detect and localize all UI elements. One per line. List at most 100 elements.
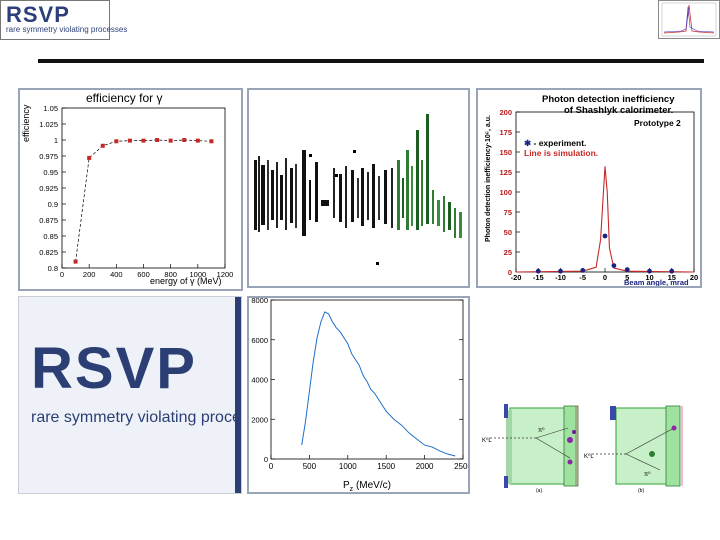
scan-green-strip xyxy=(397,114,462,238)
photon-experiment-point xyxy=(535,268,541,274)
efficiency-y-tick-label: 1 xyxy=(54,136,58,145)
efficiency-y-tick-label: 1.05 xyxy=(43,104,58,113)
efficiency-x-tick-label: 600 xyxy=(137,270,150,279)
photon-inefficiency-panel: 0 25 50 75 100 125 150 175 200 -20 -15 -10 -5 0 5 10 15… xyxy=(476,88,702,288)
histogram-x-tick-label: 0 xyxy=(269,462,274,471)
pz-histogram: 0 2000 4000 6000 8000 0 500 1000 1500 2000 2500 P… xyxy=(251,298,468,492)
efficiency-point xyxy=(87,155,92,160)
efficiency-x-ticks: 0 200 400 600 800 1000 1200 xyxy=(60,264,233,279)
photon-y-tick-label: 175 xyxy=(499,128,512,137)
photon-x-tick-label: 0 xyxy=(603,273,607,282)
thumbnail-curve-2 xyxy=(663,6,715,33)
efficiency-y-tick-label: 0.875 xyxy=(39,216,58,225)
photon-y-tick-label: 25 xyxy=(504,248,512,257)
photon-x-tick-label: -5 xyxy=(579,273,586,282)
event-display-figure: K⁰L π⁰ (a) K⁰L π⁰ (b) xyxy=(482,404,683,494)
histogram-y-ticks: 0 2000 4000 6000 8000 xyxy=(251,298,464,464)
histogram-plot-frame xyxy=(270,299,464,460)
photon-y-tick-label: 0 xyxy=(508,268,512,277)
photon-x-tick-label: 15 xyxy=(668,273,676,282)
header-logo: RSVP rare symmetry violating processes xyxy=(0,0,127,40)
histogram-x-tick-label: 2000 xyxy=(416,462,434,471)
efficiency-x-tick-label: 1200 xyxy=(217,270,234,279)
photon-y-tick-label: 50 xyxy=(504,228,512,237)
photon-experiment-point xyxy=(580,268,586,273)
efficiency-plot-frame xyxy=(61,107,226,269)
rsvp-logo-text: RSVP xyxy=(31,336,197,401)
event-b-caption: (b) xyxy=(638,488,644,494)
efficiency-y-tick-label: 0.95 xyxy=(43,168,58,177)
histogram-x-label: Pz (MeV/c) xyxy=(343,480,391,492)
photon-x-tick-label: -20 xyxy=(511,273,522,282)
header-rule xyxy=(38,59,704,63)
histogram-y-tick-label: 8000 xyxy=(251,298,268,305)
event-b-pion-label: π⁰ xyxy=(644,471,651,478)
efficiency-line xyxy=(75,139,212,262)
photon-y-ticks: 0 25 50 75 100 125 150 175 200 xyxy=(499,108,695,277)
event-b-kaon-label: K⁰L xyxy=(584,453,594,460)
efficiency-y-tick-label: 0.8 xyxy=(48,264,58,273)
histogram-y-tick-label: 0 xyxy=(264,455,268,464)
scan-dark-strip xyxy=(254,150,393,236)
efficiency-x-label: energy of γ (MeV) xyxy=(150,276,222,286)
photon-inefficiency-chart: 0 25 50 75 100 125 150 175 200 -20 -15 -10 -5 0 5 10 15… xyxy=(485,94,698,286)
photon-plot-frame xyxy=(515,111,695,273)
photon-x-tick-label: 20 xyxy=(690,273,698,282)
efficiency-y-label: efficiency xyxy=(21,104,31,142)
photon-y-tick-label: 125 xyxy=(499,168,512,177)
photon-series xyxy=(515,166,695,274)
efficiency-point xyxy=(168,138,173,143)
photon-y-tick-label: 200 xyxy=(499,108,512,117)
header-logo-text: RSVP xyxy=(6,2,70,27)
event-a-pion-label: π⁰ xyxy=(538,427,545,434)
event-a-caption: (a) xyxy=(536,488,542,494)
photon-title-line-2: of Shashlyk calorimeter. xyxy=(564,105,673,116)
histogram-x-tick-label: 2500 xyxy=(454,462,468,471)
scanned-figure xyxy=(254,114,462,265)
photon-experiment-point xyxy=(669,268,675,274)
efficiency-y-tick-label: 0.975 xyxy=(39,152,58,161)
event-display-b: K⁰L π⁰ (b) xyxy=(584,405,683,494)
photon-y-tick-label: 100 xyxy=(499,188,512,197)
scanned-figure-panel xyxy=(247,88,470,288)
histogram-y-tick-label: 4000 xyxy=(251,376,268,385)
efficiency-y-tick-label: 0.825 xyxy=(39,248,58,257)
efficiency-x-tick-label: 800 xyxy=(164,270,177,279)
event-a-kaon-label: K⁰L xyxy=(482,437,492,444)
histogram-x-tick-label: 500 xyxy=(303,462,317,471)
photon-x-tick-label: 5 xyxy=(625,273,629,282)
logo-panel-right-edge xyxy=(235,297,241,493)
efficiency-y-tick-label: 1.025 xyxy=(39,120,58,129)
scan-dot xyxy=(309,154,312,157)
rsvp-logo-panel: RSVP rare symmetry violating processes xyxy=(18,296,242,494)
photon-simulation-line xyxy=(515,166,695,273)
efficiency-chart-panel: 0.8 0.825 0.85 0.875 0.9 0.925 0.95 0.975 1 1.025… xyxy=(18,88,243,291)
photon-y-tick-label: 75 xyxy=(504,208,512,217)
pz-histogram-panel: 0 2000 4000 6000 8000 0 500 1000 1500 2000 2500 P… xyxy=(247,296,470,494)
photon-annotation: Prototype 2 xyxy=(634,118,681,128)
photon-x-tick-label: -10 xyxy=(555,273,566,282)
event-display-a: K⁰L π⁰ (a) xyxy=(482,404,579,494)
photon-x-ticks: -20 -15 -10 -5 0 5 10 15 20 xyxy=(511,268,698,282)
efficiency-y-tick-label: 0.9 xyxy=(48,200,58,209)
header-thumbnail-plot xyxy=(658,0,720,39)
efficiency-point xyxy=(100,143,105,148)
thumbnail-curve xyxy=(663,4,715,34)
histogram-series xyxy=(301,311,456,457)
photon-legend-simulation: Line is simulation. xyxy=(524,148,598,158)
efficiency-point xyxy=(195,138,200,143)
photon-x-tick-label: 10 xyxy=(645,273,653,282)
photon-experiment-point xyxy=(624,267,630,272)
photon-title-line-1: Photon detection inefficiency xyxy=(542,94,675,105)
scan-dot xyxy=(335,174,338,177)
photon-experiment-point xyxy=(611,263,617,268)
photon-y-tick-label: 150 xyxy=(499,148,512,157)
efficiency-point xyxy=(127,138,132,143)
photon-x-tick-label: -15 xyxy=(533,273,544,282)
photon-legend-experiment: ✱ - experiment. xyxy=(524,138,586,148)
photon-experiment-point xyxy=(602,233,608,239)
efficiency-grid xyxy=(61,107,226,269)
header-logo-tagline: rare symmetry violating processes xyxy=(6,25,128,34)
scan-dot xyxy=(353,150,356,153)
efficiency-series xyxy=(73,138,214,264)
